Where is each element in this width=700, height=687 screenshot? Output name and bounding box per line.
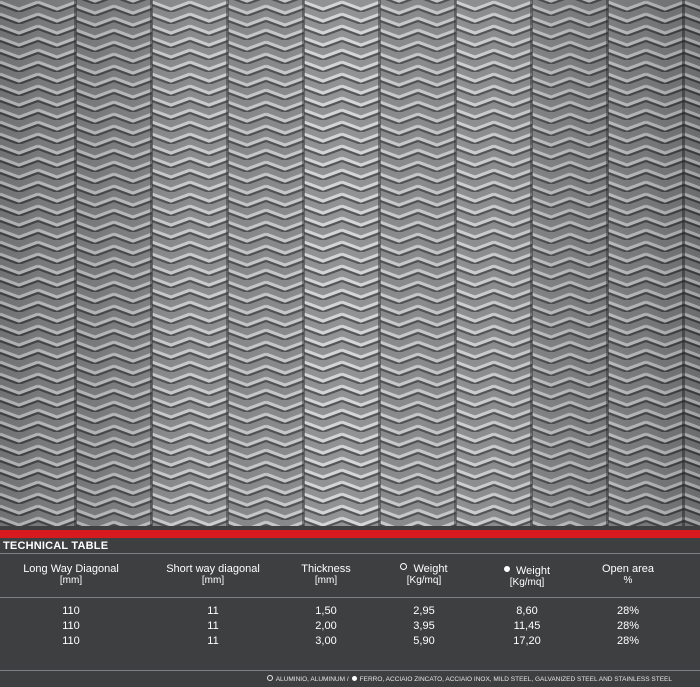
table-row: 110 11 2,00 3,95 11,45 28% [0, 619, 700, 633]
legend-aluminum-text: ALUMINIO, ALUMINUM / [275, 676, 349, 683]
table-row: 110 11 3,00 5,90 17,20 28% [0, 634, 700, 648]
header-weight-steel: Weight [Kg/mq] [472, 565, 582, 589]
cell-open-area: 28% [616, 620, 640, 632]
cell-thickness: 1,50 [315, 605, 337, 617]
cell-weight-steel: 8,60 [516, 605, 538, 617]
accent-red-bar [0, 530, 700, 538]
cell-thickness: 2,00 [315, 620, 337, 632]
cell-open-area: 28% [616, 635, 640, 647]
cell-short-way: 11 [207, 620, 219, 632]
header-open-area: Open area % [602, 563, 654, 586]
header-long-way-diagonal: Long Way Diagonal [mm] [23, 563, 119, 586]
cell-short-way: 11 [207, 605, 219, 617]
filled-circle-icon [351, 676, 357, 681]
footer-divider [0, 670, 700, 671]
cell-weight-steel: 11,45 [513, 620, 541, 632]
cell-long-way: 110 [62, 605, 80, 617]
cell-weight-steel: 17,20 [513, 635, 541, 647]
legend-steel-text: FERRO, ACCIAIO ZINCATO, ACCIAIO INOX, MI… [359, 676, 672, 683]
cell-thickness: 3,00 [315, 635, 337, 647]
header-thickness: Thickness [mm] [301, 563, 351, 586]
header-weight-aluminum: Weight [Kg/mq] [368, 563, 480, 587]
filled-circle-icon [503, 566, 510, 572]
technical-table-title: TECHNICAL TABLE [3, 540, 109, 552]
header-divider [0, 597, 700, 598]
cell-short-way: 11 [207, 635, 219, 647]
header-short-way-diagonal: Short way diagonal [mm] [166, 563, 260, 586]
open-circle-icon [266, 675, 273, 681]
material-legend: ALUMINIO, ALUMINUM / FERRO, ACCIAIO ZINCA… [266, 675, 672, 683]
table-row: 110 11 1,50 2,95 8,60 28% [0, 604, 700, 618]
open-circle-icon [400, 563, 408, 570]
mesh-product-photo [0, 0, 700, 526]
cell-long-way: 110 [62, 635, 80, 647]
title-divider [0, 553, 700, 554]
cell-weight-aluminum: 5,90 [413, 635, 435, 647]
cell-weight-aluminum: 2,95 [413, 605, 435, 617]
cell-long-way: 110 [62, 620, 80, 632]
cell-weight-aluminum: 3,95 [413, 620, 435, 632]
cell-open-area: 28% [616, 605, 640, 617]
